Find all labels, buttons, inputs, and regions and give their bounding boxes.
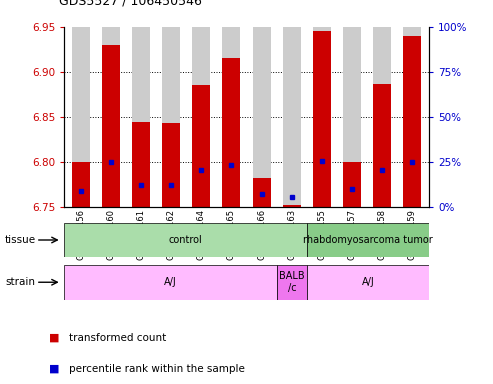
Bar bbox=[373, 84, 391, 207]
Bar bbox=[192, 27, 211, 207]
Text: strain: strain bbox=[5, 277, 35, 287]
Bar bbox=[71, 162, 90, 207]
Text: tissue: tissue bbox=[5, 235, 36, 245]
Text: ■: ■ bbox=[49, 364, 60, 374]
Text: GDS5527 / 106450546: GDS5527 / 106450546 bbox=[59, 0, 202, 8]
Text: BALB
/c: BALB /c bbox=[280, 271, 305, 293]
Bar bbox=[252, 179, 271, 207]
Text: control: control bbox=[169, 235, 203, 245]
Bar bbox=[313, 27, 331, 207]
Bar bbox=[64, 223, 307, 257]
Bar bbox=[282, 27, 301, 207]
Bar bbox=[222, 27, 241, 207]
Bar bbox=[403, 27, 422, 207]
Text: transformed count: transformed count bbox=[69, 333, 166, 343]
Text: A/J: A/J bbox=[164, 277, 177, 287]
Bar bbox=[343, 27, 361, 207]
Bar bbox=[102, 45, 120, 207]
Bar bbox=[132, 27, 150, 207]
Bar bbox=[252, 27, 271, 207]
Bar bbox=[277, 265, 307, 300]
Bar bbox=[282, 205, 301, 207]
Bar bbox=[373, 27, 391, 207]
Text: A/J: A/J bbox=[362, 277, 375, 287]
Bar bbox=[192, 84, 211, 207]
Bar bbox=[222, 58, 241, 207]
Text: rhabdomyosarcoma tumor: rhabdomyosarcoma tumor bbox=[303, 235, 433, 245]
Bar bbox=[307, 265, 429, 300]
Bar bbox=[71, 27, 90, 207]
Bar bbox=[162, 123, 180, 207]
Bar bbox=[162, 27, 180, 207]
Bar bbox=[343, 162, 361, 207]
Bar bbox=[307, 223, 429, 257]
Bar bbox=[313, 31, 331, 207]
Bar bbox=[64, 265, 277, 300]
Text: percentile rank within the sample: percentile rank within the sample bbox=[69, 364, 245, 374]
Bar bbox=[132, 122, 150, 207]
Text: ■: ■ bbox=[49, 333, 60, 343]
Bar bbox=[403, 36, 422, 207]
Bar bbox=[102, 27, 120, 207]
